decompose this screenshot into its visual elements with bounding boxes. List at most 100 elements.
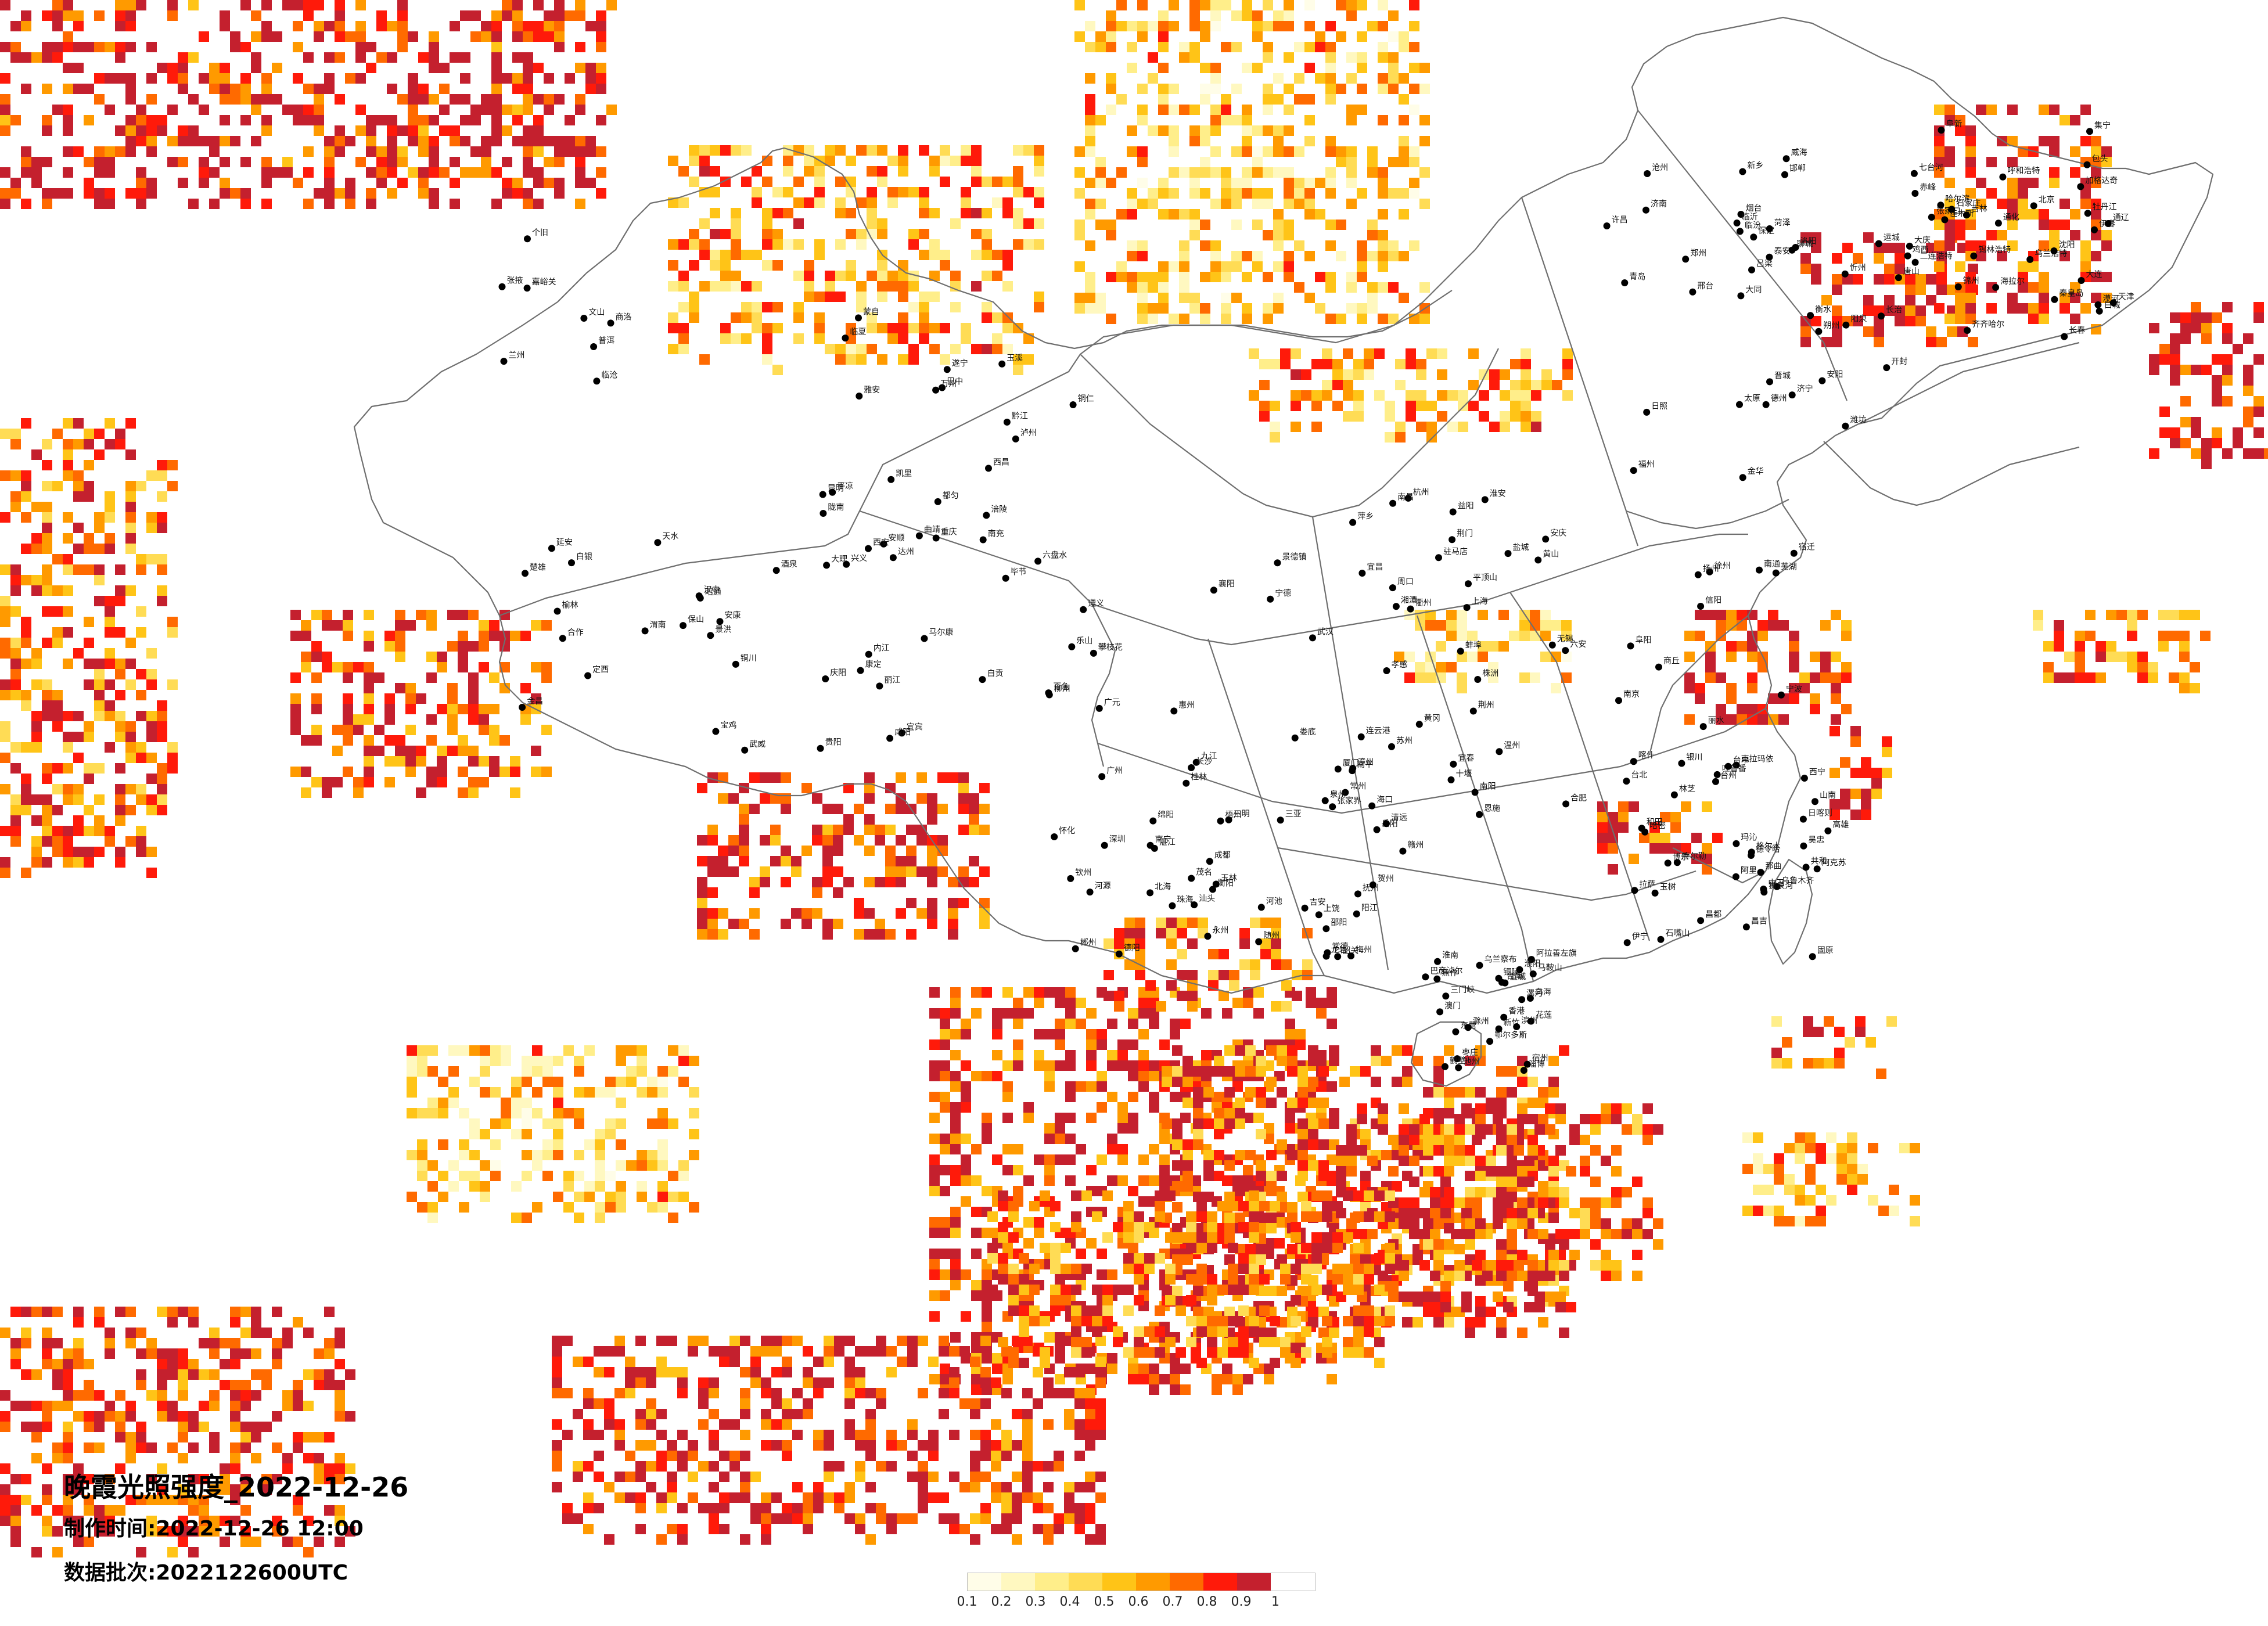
glow-cell: [919, 333, 929, 344]
glow-cell: [1388, 188, 1399, 199]
glow-cell: [1944, 178, 1955, 188]
glow-cell: [731, 208, 741, 218]
glow-cell: [1055, 1060, 1065, 1071]
glow-cell: [1716, 714, 1726, 725]
glow-cell: [2043, 662, 2054, 672]
glow-cell: [1353, 390, 1364, 401]
glow-cell: [52, 700, 63, 711]
glow-cell: [982, 1071, 992, 1081]
glow-cell: [1249, 390, 1259, 401]
glow-cell: [533, 146, 544, 157]
glow-cell: [1200, 240, 1210, 251]
glow-cell: [929, 1154, 940, 1165]
glow-cell: [1346, 157, 1357, 167]
glow-cell: [1339, 1077, 1350, 1087]
glow-cell: [1263, 94, 1273, 105]
glow-cell: [1210, 251, 1221, 261]
glow-cell: [949, 1430, 959, 1440]
glow-cell: [1148, 188, 1158, 199]
glow-cell: [1316, 1081, 1327, 1092]
glow-cell: [949, 1388, 959, 1398]
glow-cell: [0, 470, 10, 481]
glow-cell: [73, 63, 84, 73]
glow-cell: [1231, 188, 1242, 199]
glow-cell: [42, 585, 52, 596]
glow-cell: [42, 460, 52, 470]
glow-cell: [843, 877, 854, 887]
glow-cell: [1252, 31, 1263, 42]
glow-cell: [1367, 220, 1378, 230]
glow-cell: [982, 1113, 992, 1123]
glow-cell: [940, 1186, 950, 1196]
glow-cell: [1172, 1066, 1182, 1077]
glow-cell: [489, 620, 499, 631]
glow-cell: [594, 1472, 604, 1482]
glow-cell: [2070, 115, 2080, 125]
glow-cell: [261, 21, 272, 31]
glow-cell: [261, 157, 272, 167]
glow-cell: [73, 491, 84, 502]
glow-cell: [887, 197, 898, 208]
glow-cell: [1926, 274, 1936, 285]
glow-cell: [2158, 641, 2169, 652]
glow-cell: [2039, 303, 2049, 314]
glow-cell: [1044, 1154, 1055, 1165]
glow-cell: [940, 1029, 950, 1039]
glow-cell: [31, 585, 42, 596]
glow-cell: [1044, 1123, 1055, 1134]
glow-cell: [345, 31, 355, 42]
glow-cell: [1343, 380, 1353, 390]
glow-cell: [1106, 42, 1116, 52]
glow-cell: [2059, 251, 2070, 261]
glow-cell: [919, 323, 929, 333]
glow-cell: [1315, 303, 1325, 314]
glow-cell: [1695, 693, 1705, 704]
glow-cell: [63, 146, 73, 157]
glow-cell: [408, 105, 418, 115]
glow-cell: [729, 1357, 740, 1367]
glow-cell: [178, 52, 188, 63]
glow-cell: [1095, 293, 1106, 303]
glow-cell: [1189, 136, 1200, 146]
glow-cell: [2080, 240, 2091, 251]
glow-cell: [2179, 652, 2190, 662]
glow-cell: [408, 125, 418, 136]
glow-cell: [52, 627, 63, 638]
glow-cell: [575, 94, 585, 105]
glow-cell: [971, 166, 982, 177]
glow-cell: [886, 1524, 897, 1534]
glow-cell: [376, 178, 387, 188]
glow-cell: [458, 746, 468, 756]
glow-cell: [1107, 1019, 1117, 1029]
glow-cell: [804, 281, 814, 292]
glow-cell: [739, 846, 749, 856]
glow-cell: [1353, 401, 1364, 411]
glow-cell: [1419, 1260, 1430, 1271]
glow-cell: [523, 21, 533, 31]
glow-cell: [209, 73, 220, 84]
glow-cell: [864, 825, 875, 835]
glow-cell: [833, 887, 843, 898]
glow-cell: [1716, 672, 1726, 683]
glow-cell: [1273, 220, 1284, 230]
glow-cell: [1159, 1374, 1170, 1384]
glow-cell: [781, 793, 791, 804]
glow-cell: [1367, 21, 1378, 31]
glow-cell: [772, 239, 783, 250]
glow-cell: [2243, 386, 2253, 396]
glow-cell: [940, 1019, 950, 1029]
glow-cell: [846, 156, 856, 166]
glow-cell: [1200, 167, 1210, 178]
glow-cell: [136, 826, 146, 836]
glow-cell: [1555, 1302, 1566, 1312]
glow-cell: [1137, 31, 1148, 42]
glow-cell: [585, 63, 596, 73]
glow-cell: [1831, 672, 1841, 683]
glow-cell: [84, 115, 94, 125]
glow-cell: [136, 554, 146, 564]
glow-cell: [458, 652, 468, 662]
glow-cell: [1965, 303, 1976, 314]
glow-cell: [314, 31, 324, 42]
glow-cell: [867, 145, 877, 156]
glow-cell: [1182, 1098, 1193, 1108]
